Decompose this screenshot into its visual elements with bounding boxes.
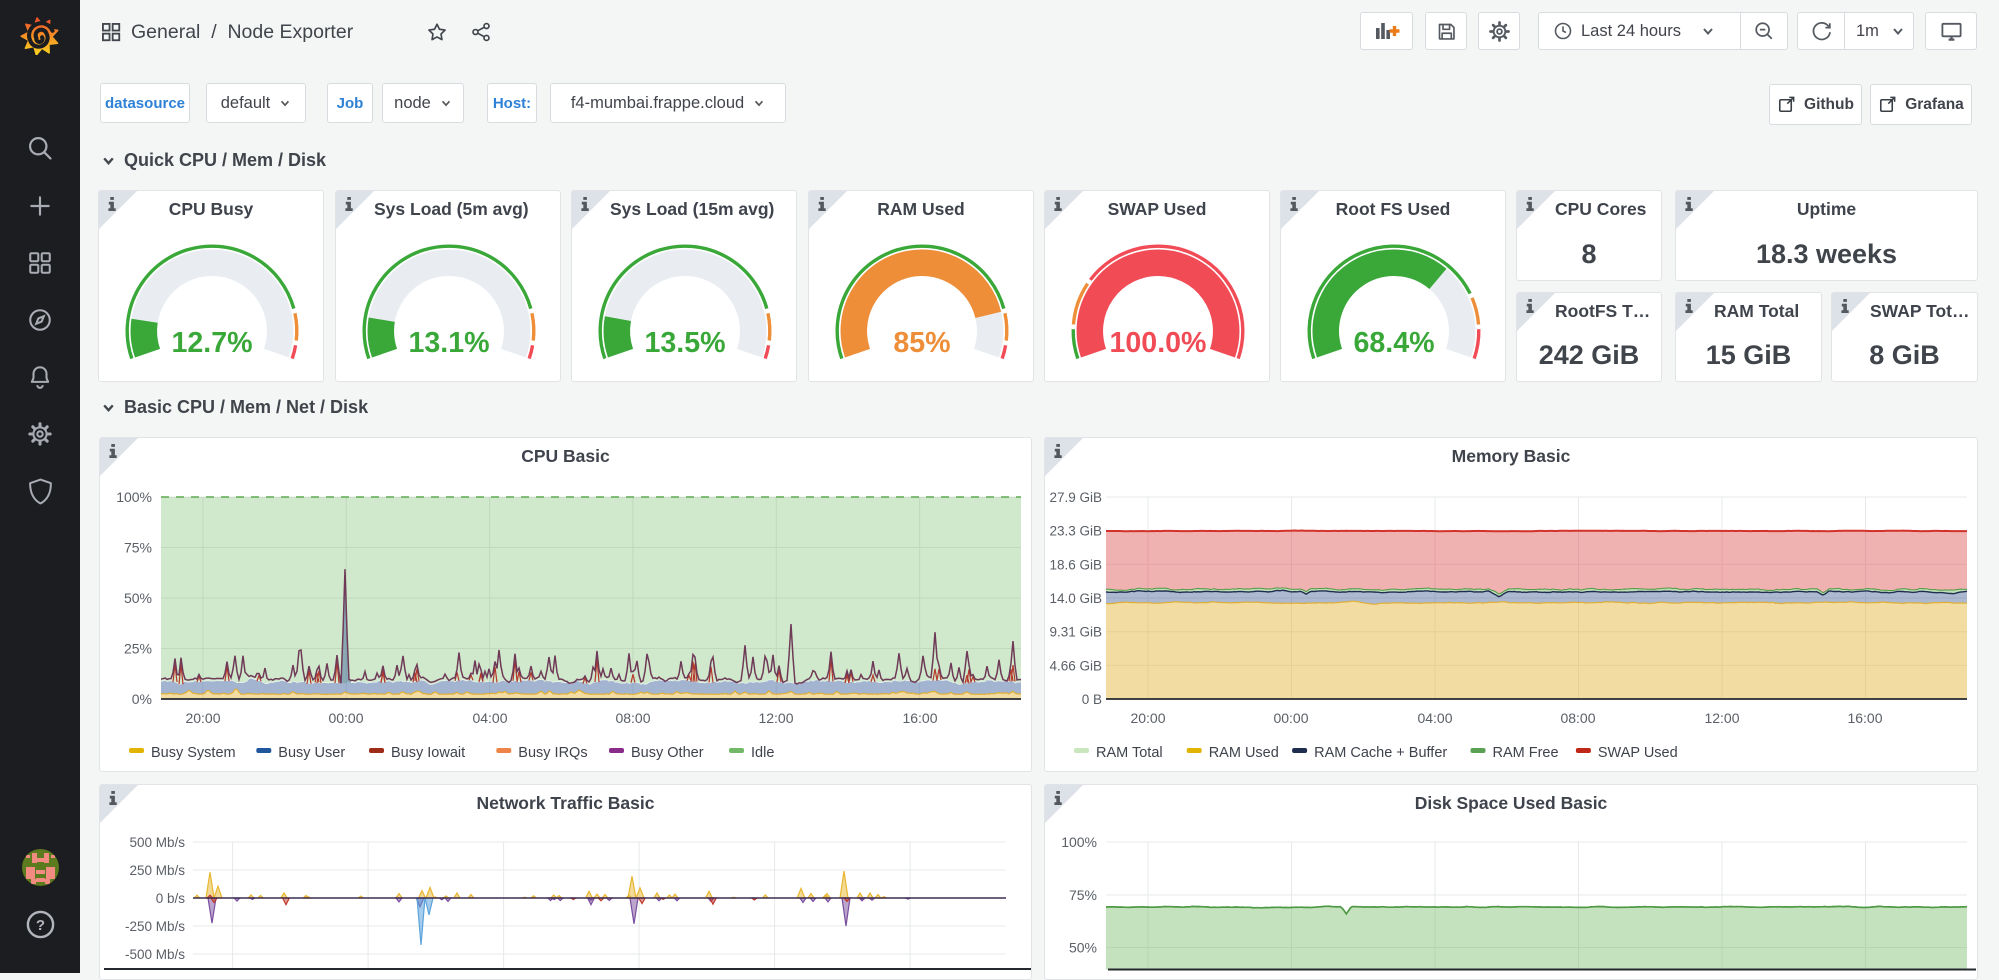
svg-text:08:00: 08:00 — [1560, 710, 1595, 726]
svg-text:Idle: Idle — [751, 745, 774, 761]
svg-text:00:00: 00:00 — [328, 710, 363, 726]
svg-text:12.7%: 12.7% — [171, 327, 252, 359]
svg-text:?: ? — [36, 917, 45, 934]
svg-text:Busy User: Busy User — [278, 745, 345, 761]
svg-text:Busy Other: Busy Other — [631, 745, 704, 761]
svg-text:9.31 GiB: 9.31 GiB — [1049, 625, 1102, 640]
svg-text:Busy Iowait: Busy Iowait — [391, 745, 465, 761]
svg-text:Busy System: Busy System — [151, 745, 236, 761]
svg-text:-250 Mb/s: -250 Mb/s — [125, 919, 185, 934]
svg-text:25%: 25% — [124, 641, 152, 657]
svg-text:SWAP Used: SWAP Used — [1598, 745, 1678, 761]
svg-text:75%: 75% — [1069, 887, 1097, 903]
svg-text:13.5%: 13.5% — [644, 327, 725, 359]
svg-text:16:00: 16:00 — [902, 710, 937, 726]
svg-text:4.66 GiB: 4.66 GiB — [1049, 658, 1102, 673]
svg-text:0%: 0% — [132, 691, 152, 707]
svg-text:RAM Total: RAM Total — [1096, 745, 1163, 761]
svg-text:00:00: 00:00 — [1273, 710, 1308, 726]
svg-text:12:00: 12:00 — [1704, 710, 1739, 726]
svg-text:250 Mb/s: 250 Mb/s — [129, 863, 185, 878]
svg-text:75%: 75% — [124, 540, 152, 556]
svg-text:18.6 GiB: 18.6 GiB — [1049, 557, 1102, 572]
svg-text:85%: 85% — [893, 327, 950, 359]
svg-text:50%: 50% — [1069, 940, 1097, 956]
svg-text:-500 Mb/s: -500 Mb/s — [125, 947, 185, 962]
svg-text:20:00: 20:00 — [1130, 710, 1165, 726]
svg-text:04:00: 04:00 — [1417, 710, 1452, 726]
svg-text:08:00: 08:00 — [615, 710, 650, 726]
svg-text:16:00: 16:00 — [1847, 710, 1882, 726]
svg-text:100%: 100% — [116, 489, 152, 505]
svg-text:RAM Free: RAM Free — [1493, 745, 1559, 761]
svg-text:27.9 GiB: 27.9 GiB — [1049, 490, 1102, 505]
svg-text:500 Mb/s: 500 Mb/s — [129, 835, 185, 850]
svg-text:0 B: 0 B — [1082, 692, 1102, 707]
svg-text:12:00: 12:00 — [758, 710, 793, 726]
svg-text:68.4%: 68.4% — [1353, 327, 1434, 359]
svg-text:50%: 50% — [124, 590, 152, 606]
svg-text:23.3 GiB: 23.3 GiB — [1049, 524, 1102, 539]
svg-text:RAM Used: RAM Used — [1209, 745, 1279, 761]
svg-text:20:00: 20:00 — [185, 710, 220, 726]
svg-text:0 b/s: 0 b/s — [156, 891, 186, 906]
svg-text:Busy IRQs: Busy IRQs — [518, 745, 587, 761]
svg-text:RAM Cache + Buffer: RAM Cache + Buffer — [1314, 745, 1447, 761]
svg-text:04:00: 04:00 — [472, 710, 507, 726]
svg-text:100%: 100% — [1061, 834, 1097, 850]
svg-text:13.1%: 13.1% — [408, 327, 489, 359]
svg-text:100.0%: 100.0% — [1110, 327, 1207, 359]
svg-text:14.0 GiB: 14.0 GiB — [1049, 591, 1102, 606]
